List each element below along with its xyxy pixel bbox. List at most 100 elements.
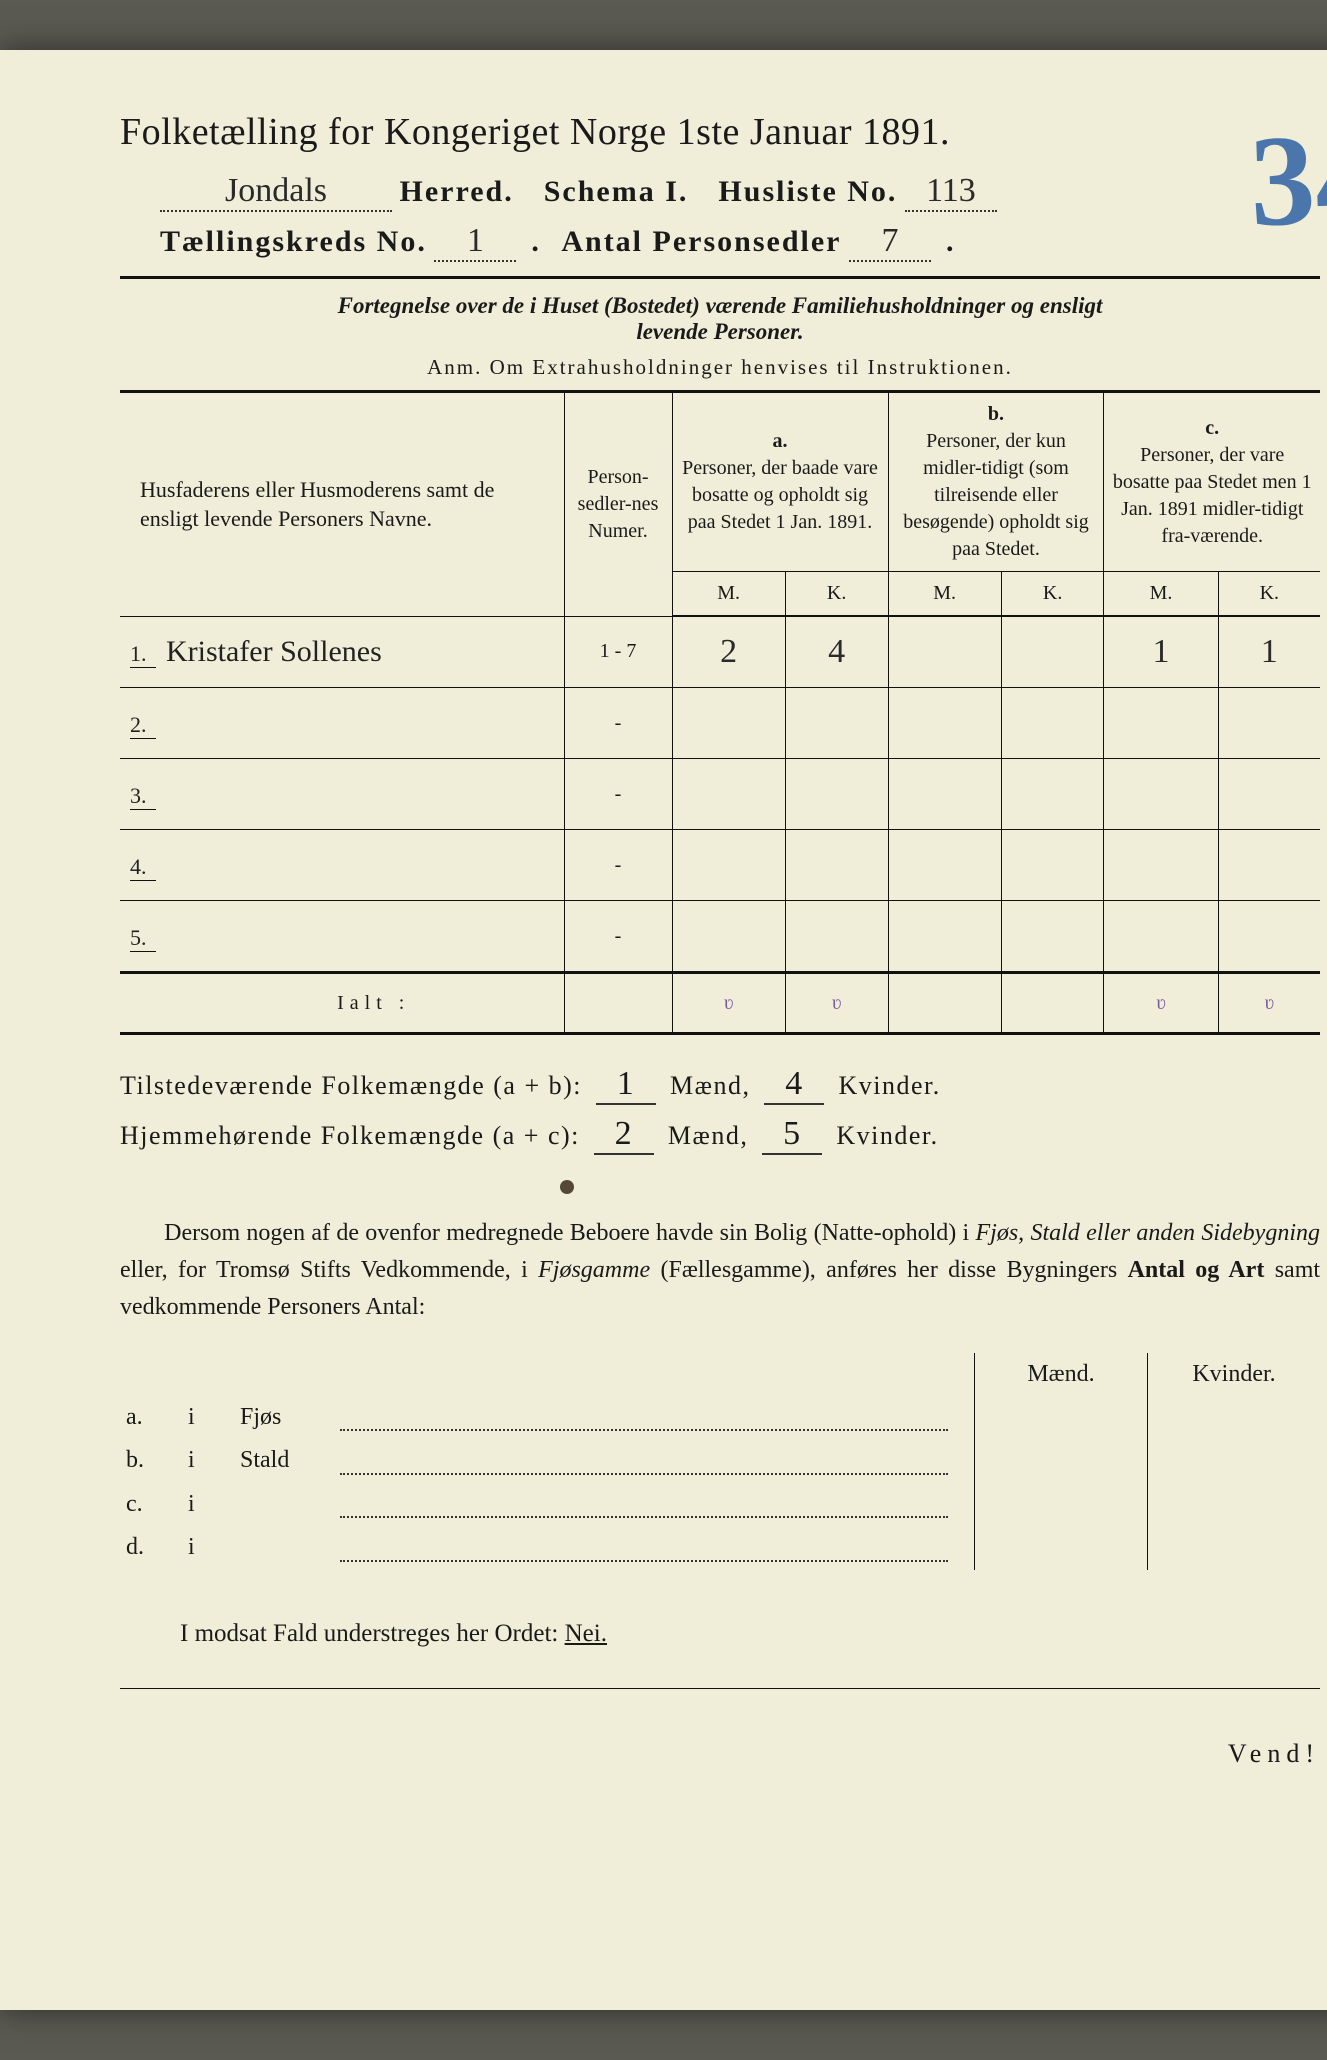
schema-label: Schema I. [544,175,689,208]
col-b-m: M. [888,572,1001,617]
a-m-cell [672,901,785,973]
c-k-cell: 1 [1218,616,1320,688]
subtitle-line-a: Fortegnelse over de i Huset (Bostedet) v… [338,293,1103,318]
ialt-b-k [1001,973,1104,1034]
table-row: 4.- [120,830,1320,901]
header-line-herred: Jondals Herred. Schema I. Husliste No. 1… [160,172,1320,212]
bottom-label [234,1483,975,1526]
a-m-cell [672,830,785,901]
bottom-m [975,1483,1148,1526]
para-b: eller, for Tromsø Stifts Vedkommende, i [120,1257,538,1283]
kvinder-label2: Kvinder. [836,1121,938,1150]
col-head-numer: Person-sedler-nes Numer. [564,392,672,617]
subtitle-line-b: levende Personer. [636,319,803,344]
col-head-a: a. Personer, der baade vare bosatte og o… [672,392,888,572]
kreds-value: 1 [434,222,516,262]
ialt-label: Ialt : [120,973,564,1034]
bottom-row: b.iStald [120,1439,1320,1482]
hjemme-m: 2 [594,1115,654,1155]
bottom-row: a.iFjøs [120,1396,1320,1439]
subtitle: Fortegnelse over de i Huset (Bostedet) v… [160,293,1280,345]
bottom-m [975,1526,1148,1569]
husliste-value: 113 [905,172,997,212]
bottom-label [234,1526,975,1569]
c-k-cell [1218,688,1320,759]
ialt-b-m [888,973,1001,1034]
bottom-k [1148,1526,1321,1569]
a-k-cell [785,830,888,901]
bottom-row: c.i [120,1483,1320,1526]
tilstede-label: Tilstedeværende Folkemængde (a + b): [120,1071,582,1100]
b-k-cell [1001,830,1104,901]
col-c-text: Personer, der vare bosatte paa Stedet me… [1110,442,1314,550]
tilstede-m: 1 [596,1065,656,1105]
b-k-cell [1001,759,1104,830]
bottom-k [1148,1396,1321,1439]
bottom-letter: b. [120,1439,182,1482]
bottom-m [975,1396,1148,1439]
name-cell: 4. [120,830,564,901]
b-k-cell [1001,616,1104,688]
bottom-label: Stald [234,1439,975,1482]
name-cell: 2. [120,688,564,759]
herred-label: Herred. [400,175,514,208]
table-row: 1.Kristafer Sollenes1 - 72411 [120,616,1320,688]
bottom-letter: a. [120,1396,182,1439]
para-it2: Fjøsgamme [538,1257,650,1283]
num-cell: - [564,688,672,759]
ialt-blank [564,973,672,1034]
col-b-k: K. [1001,572,1104,617]
b-m-cell [888,830,1001,901]
b-k-cell [1001,901,1104,973]
bottom-table: Mænd. Kvinder. a.iFjøsb.iStaldc.id.i [120,1353,1320,1570]
bottom-i: i [182,1439,234,1482]
table-row: 3.- [120,759,1320,830]
c-m-cell [1104,901,1218,973]
c-m-cell [1104,759,1218,830]
a-m-cell [672,759,785,830]
hjemme-k: 5 [762,1115,822,1155]
c-m-cell [1104,830,1218,901]
nei-line: I modsat Fald understreges her Ordet: Ne… [120,1620,1320,1648]
para-bd: Antal og Art [1128,1257,1265,1283]
num-cell: 1 - 7 [564,616,672,688]
hjemme-row: Hjemmehørende Folkemængde (a + c): 2 Mæn… [120,1115,1320,1155]
a-m-cell [672,688,785,759]
num-cell: - [564,830,672,901]
a-m-cell: 2 [672,616,785,688]
main-table: Husfaderens eller Husmoderens samt de en… [120,390,1320,1035]
ink-spot [560,1180,574,1194]
bottom-rule [120,1688,1320,1689]
vend-label: Vend! [120,1739,1320,1769]
col-a-text: Personer, der baade vare bosatte og opho… [679,455,882,536]
herred-value: Jondals [160,172,392,212]
bottom-kvinder-head: Kvinder. [1148,1353,1321,1396]
husliste-label: Husliste No. [718,175,897,208]
b-m-cell [888,688,1001,759]
ialt-a-m: ʋ [672,973,785,1034]
bottom-letter: c. [120,1483,182,1526]
c-m-cell [1104,688,1218,759]
c-m-cell: 1 [1104,616,1218,688]
bottom-i: i [182,1526,234,1569]
ialt-a-k: ʋ [785,973,888,1034]
b-k-cell [1001,688,1104,759]
stamp-number: 34 [1247,103,1327,257]
name-cell: 3. [120,759,564,830]
col-b-text: Personer, der kun midler-tidigt (som til… [895,428,1098,563]
col-a-letter: a. [679,428,882,455]
table-row: 2.- [120,688,1320,759]
para-it1: Fjøs, Stald eller anden Sidebygning [976,1220,1321,1246]
antal-label: Antal Personsedler [561,225,841,258]
ialt-c-m: ʋ [1104,973,1218,1034]
para-c: (Fællesgamme), anføres her disse Bygning… [661,1257,1128,1283]
anm-note: Anm. Om Extrahusholdninger henvises til … [120,355,1320,380]
totals-block: Tilstedeværende Folkemængde (a + b): 1 M… [120,1065,1320,1155]
nei-text: I modsat Fald understreges her Ordet: [180,1620,565,1647]
col-c-letter: c. [1110,415,1314,442]
maend-label: Mænd, [670,1071,750,1100]
col-c-m: M. [1104,572,1218,617]
bottom-letter: d. [120,1526,182,1569]
ialt-c-k: ʋ [1218,973,1320,1034]
hjemme-label: Hjemmehørende Folkemængde (a + c): [120,1121,580,1150]
